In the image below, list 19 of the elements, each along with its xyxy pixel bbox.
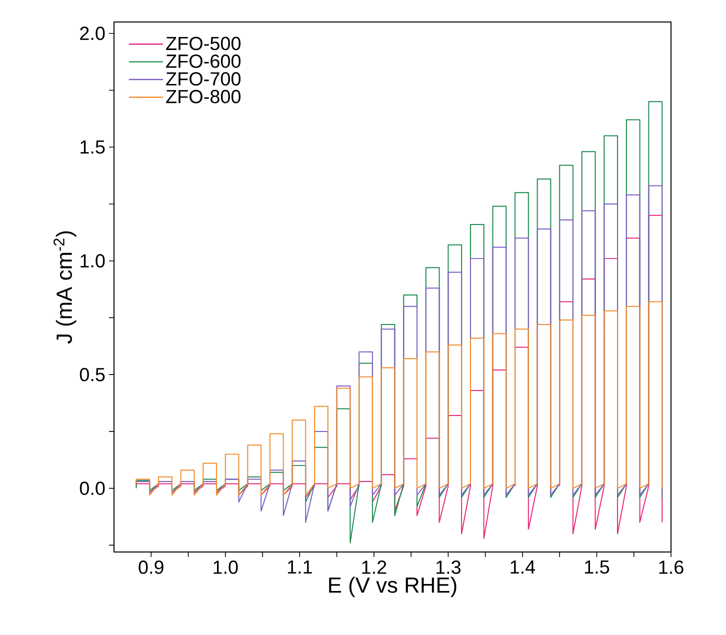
x-tick-label: 0.9 xyxy=(138,560,164,574)
legend-label: ZFO-500 xyxy=(166,36,241,50)
x-tick-label: 1.0 xyxy=(214,560,238,574)
x-tick-label: 1.6 xyxy=(659,560,684,574)
legend-label: ZFO-700 xyxy=(166,72,241,86)
x-tick-label: 1.2 xyxy=(362,560,386,574)
x-tick-label: 1.4 xyxy=(510,560,536,574)
y-tick-label: 0.5 xyxy=(80,368,105,382)
x-tick-label: 1.5 xyxy=(585,560,610,574)
x-tick-label: 1.3 xyxy=(436,560,461,574)
y-tick-label: 2.0 xyxy=(80,26,105,40)
legend-label: ZFO-800 xyxy=(166,90,241,104)
legend-label: ZFO-600 xyxy=(166,54,241,68)
y-tick-label: 0.0 xyxy=(80,482,105,496)
x-axis-title: E (V vs RHE) xyxy=(329,576,456,598)
x-tick-label: 1.1 xyxy=(288,560,312,574)
y-tick-label: 1.5 xyxy=(80,140,105,154)
y-axis-title: J (mA cm$^{-2}$) xyxy=(54,231,76,344)
y-tick-label: 1.0 xyxy=(80,254,105,268)
